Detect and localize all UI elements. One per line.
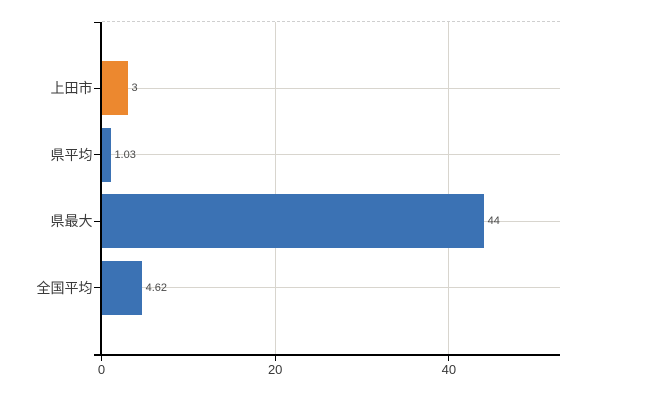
gridline-top-dashed bbox=[101, 21, 560, 22]
y-axis-tick bbox=[93, 87, 101, 89]
category-label: 県最大 bbox=[50, 213, 93, 230]
y-axis-line bbox=[100, 22, 102, 355]
bar bbox=[102, 260, 143, 315]
gridline-vertical bbox=[274, 22, 276, 354]
bar bbox=[102, 194, 485, 249]
x-tick-label: 0 bbox=[97, 362, 106, 377]
x-axis-tick bbox=[448, 355, 450, 361]
category-label: 上田市 bbox=[50, 80, 93, 97]
y-axis-tick bbox=[93, 287, 101, 289]
value-label: 3 bbox=[131, 82, 138, 95]
gridline-vertical bbox=[448, 22, 450, 354]
gridline-horizontal bbox=[101, 287, 560, 289]
value-label: 4.62 bbox=[145, 281, 168, 294]
x-axis-line bbox=[93, 353, 560, 356]
bar bbox=[102, 127, 111, 182]
category-label: 県平均 bbox=[50, 146, 93, 163]
y-axis-tick bbox=[93, 154, 101, 156]
x-axis-tick bbox=[274, 355, 276, 361]
gridline-horizontal bbox=[101, 154, 560, 156]
x-tick-label: 40 bbox=[441, 362, 457, 377]
y-axis-tick bbox=[93, 21, 101, 23]
x-axis-tick bbox=[101, 355, 102, 361]
value-label: 1.03 bbox=[114, 148, 136, 161]
y-axis-tick bbox=[93, 220, 101, 222]
value-label: 44 bbox=[487, 215, 500, 228]
gridline-horizontal bbox=[101, 87, 560, 89]
category-label: 全国平均 bbox=[36, 279, 93, 296]
x-tick-label: 20 bbox=[267, 362, 283, 377]
bar bbox=[102, 61, 129, 116]
